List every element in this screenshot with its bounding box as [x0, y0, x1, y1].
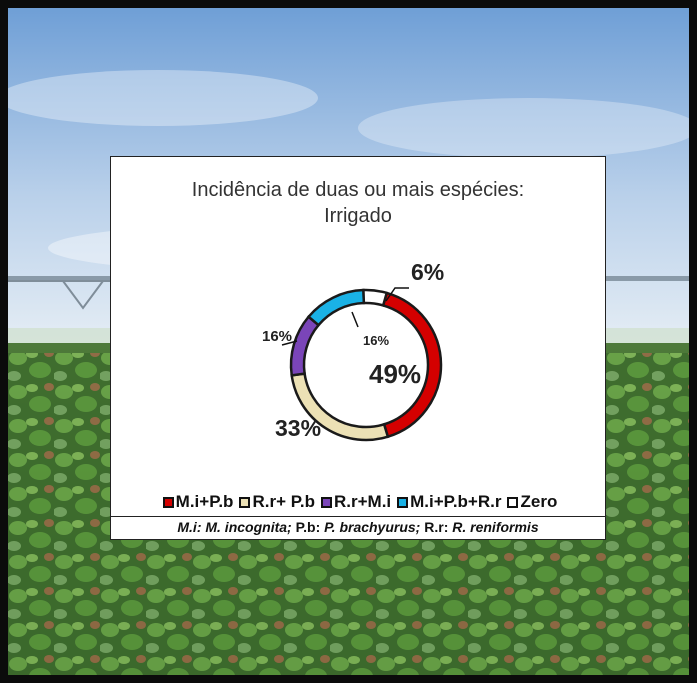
footnote-part-5: R. reniformis [452, 519, 539, 535]
legend-label-1: M.i+P.b [175, 492, 234, 511]
donut-chart: 49% 33% 16% 16% 6% [262, 259, 444, 442]
legend-label-5: Zero [520, 492, 558, 511]
footnote-part-4: R.r: [420, 519, 453, 535]
legend-item-5: Zero [507, 492, 557, 512]
legend-label-3: R.r+M.i [333, 492, 392, 511]
legend-swatch-2 [239, 496, 251, 508]
donut-slice-3 [289, 314, 321, 377]
footnote-part-1: M.i: M. incognita; [177, 519, 292, 535]
legend-swatch-1 [162, 496, 174, 508]
legend-item-1: M.i+P.b [162, 492, 234, 512]
legend-swatch-3 [320, 496, 332, 508]
chart-title-line1: Incidência de duas ou mais espécies: [191, 179, 525, 201]
footnote-part-2: P.b: [291, 519, 325, 535]
leader-line-4 [351, 311, 359, 328]
footnote-part-3: P. brachyurus; [324, 519, 421, 535]
legend-item-2: R.r+ P.b [239, 492, 315, 512]
slice-label-3: 16% [262, 328, 292, 345]
chart-panel: Incidência de duas ou mais espécies: Irr… [110, 156, 606, 540]
leader-line-5 [385, 287, 409, 302]
species-footnote: M.i: M. incognita; P.b: P. brachyurus; R… [111, 516, 605, 538]
legend-swatch-4 [397, 496, 409, 508]
legend-item-3: R.r+M.i [320, 492, 392, 512]
chart-title: Incidência de duas ou mais espécies: Irr… [111, 177, 605, 229]
slice-label-5: 6% [411, 259, 444, 285]
donut-slice-5 [362, 288, 389, 307]
chart-legend: M.i+P.b R.r+ P.b R.r+M.i M.i+P.b+R.r Zero [115, 492, 605, 512]
chart-subtitle: Irrigado [324, 205, 392, 227]
legend-item-4: M.i+P.b+R.r [397, 492, 501, 512]
slice-label-4: 16% [363, 333, 389, 348]
legend-label-2: R.r+ P.b [252, 492, 315, 511]
slice-label-1: 49% [369, 359, 421, 389]
slice-label-2: 33% [275, 415, 321, 441]
legend-swatch-5 [507, 496, 519, 508]
leader-line-3 [281, 340, 298, 346]
legend-label-4: M.i+P.b+R.r [410, 492, 502, 511]
